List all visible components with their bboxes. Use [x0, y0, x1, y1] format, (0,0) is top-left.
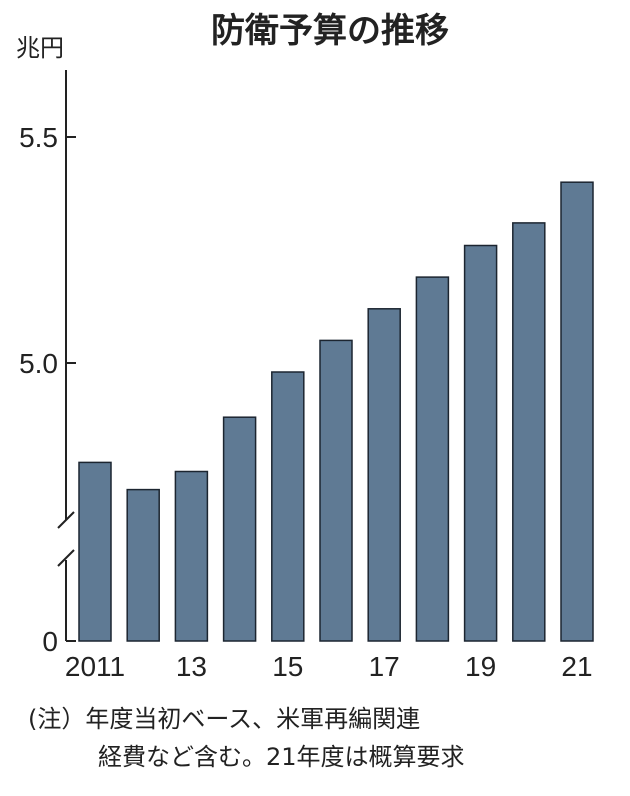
- x-tick-label: 2011: [65, 651, 125, 682]
- x-tick-label: 15: [272, 651, 303, 682]
- bar-18: [415, 276, 450, 642]
- x-tick-label: 17: [369, 651, 400, 682]
- bars: [78, 181, 594, 642]
- bar-13: [174, 470, 209, 642]
- axis-break-mark-lower: [57, 549, 75, 567]
- bar-21: [560, 181, 594, 642]
- axes: [57, 70, 75, 641]
- x-tick-label: 21: [561, 651, 592, 682]
- footnote-line-2: 経費など含む。21年度は概算要求: [98, 743, 465, 771]
- footnote: (注）年度当初ベース、米軍再編関連 経費など含む。21年度は概算要求: [28, 700, 618, 776]
- y-tick-label: 5.0: [19, 348, 58, 379]
- x-axis-ticks: 2011 13 15 17 19 21: [65, 651, 593, 682]
- bar-14: [222, 416, 257, 642]
- chart-title: 防衛予算の推移: [211, 11, 449, 51]
- axis-break-mark-upper: [57, 511, 75, 529]
- bar-20: [512, 222, 546, 642]
- bar-16: [319, 339, 353, 642]
- bar-chart: 防衛予算の推移 兆円 0 5.0 5.5 2011 13 15 17 19 21: [16, 11, 594, 682]
- y-tick-label: 5.5: [19, 122, 58, 153]
- bar-2011: [78, 461, 112, 642]
- y-tick-label: 0: [42, 626, 58, 657]
- bar-17: [367, 308, 401, 642]
- footnote-line-1: (注）年度当初ベース、米軍再編関連: [28, 705, 421, 733]
- x-tick-label: 13: [176, 651, 207, 682]
- unit-label: 兆円: [16, 34, 64, 62]
- x-tick-label: 19: [465, 651, 496, 682]
- y-axis-ticks: 0 5.0 5.5: [19, 122, 76, 657]
- bar-15: [271, 371, 305, 642]
- bar-12: [126, 488, 160, 642]
- bar-19: [463, 244, 498, 642]
